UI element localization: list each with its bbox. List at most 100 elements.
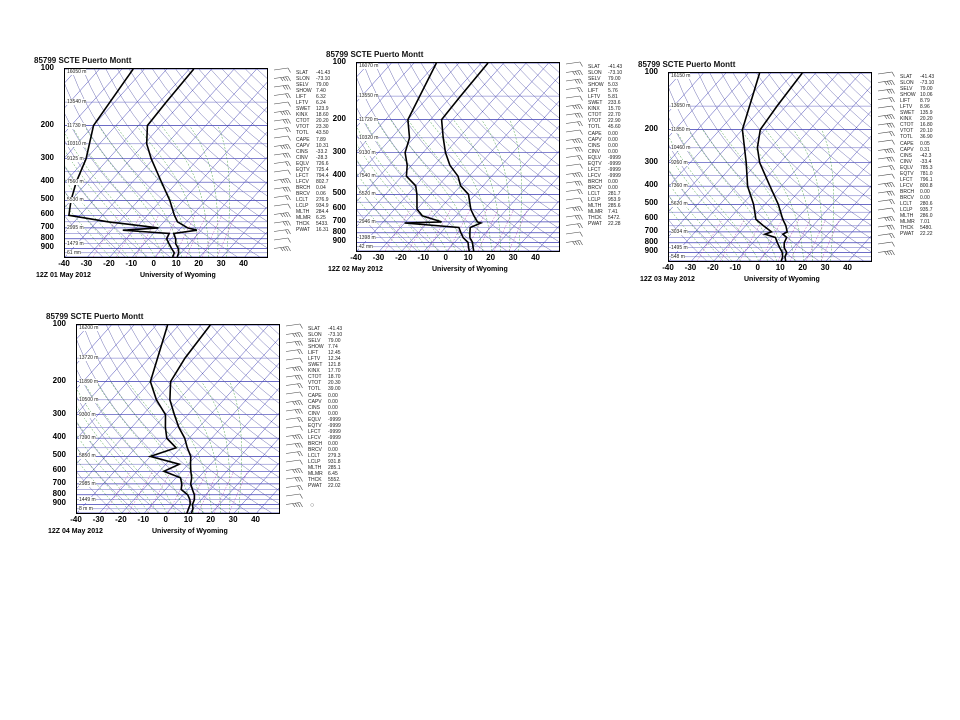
mixing-ratio-line: [408, 209, 433, 251]
observation-time: 12Z 01 May 2012: [36, 272, 91, 279]
stat-key: LFTV: [588, 94, 601, 101]
stat-row: LFCT 794.4: [296, 173, 330, 179]
moist-adiabat-line: [740, 129, 804, 261]
moist-adiabat-line: [65, 192, 120, 257]
stat-key: CTOT: [296, 118, 310, 125]
pressure-tick-label: 500: [332, 188, 346, 198]
dry-adiabat-line: [77, 422, 160, 513]
stat-row: CAPE 0.05: [900, 141, 934, 147]
dry-adiabat-line: [221, 69, 267, 113]
stat-key: MLMR: [308, 471, 323, 478]
moist-adiabat-line: [509, 119, 522, 251]
temperature-tick-label: 20: [194, 259, 204, 268]
height-label: 7540 m: [359, 173, 376, 180]
pressure-tick-label: 500: [40, 194, 54, 204]
stat-key: VTOT: [588, 118, 602, 125]
stat-value: -9999: [608, 166, 621, 173]
height-label: 11720 m: [359, 116, 379, 123]
skewt-plot: 16150 m 13650 m 11850 m 10460 m 9260 m 7360 m…: [668, 72, 872, 262]
wind-barb-icon: [877, 165, 895, 171]
wind-barb-icon: [285, 434, 303, 440]
stat-key: KINX: [900, 116, 912, 123]
pressure-tick-label: 200: [644, 123, 658, 133]
stat-row: SWET 233.6: [588, 100, 622, 106]
dry-adiabat-line: [65, 216, 103, 257]
dry-adiabat-line: [163, 69, 267, 172]
stat-row: PWAT 22.22: [900, 231, 934, 237]
height-label: 5850 m: [79, 453, 96, 460]
wind-barbs: [564, 60, 586, 252]
stat-value: 39.00: [328, 386, 341, 393]
stat-row: THCK 5480.: [900, 225, 934, 231]
wind-barb-icon: [273, 127, 291, 133]
stat-key: SLON: [308, 332, 322, 339]
dry-adiabat-line: [199, 325, 279, 404]
wind-barb-icon: [565, 70, 583, 76]
stat-row: CAPV 0.00: [588, 137, 622, 143]
stat-value: 0.00: [920, 194, 930, 201]
isotherm-line: [221, 206, 267, 257]
isotherm-line: [669, 73, 839, 261]
stat-key: SWET: [296, 106, 311, 113]
stat-key: LFCV: [900, 182, 913, 189]
stat-value: 279.3: [328, 452, 341, 459]
stat-value: -9999: [608, 172, 621, 179]
dry-adiabat-line: [187, 69, 267, 148]
stat-value: 0.00: [608, 136, 618, 143]
isotherm-line: [357, 63, 527, 251]
stat-row: LFCV -9999: [308, 435, 342, 441]
height-label: 42 m: [359, 244, 371, 250]
stat-row: THCK 5472.: [588, 215, 622, 221]
panel-title: 85799 SCTE Puerto Montt: [326, 50, 424, 59]
stat-key: CINS: [900, 152, 912, 159]
stat-row: SHOW 7.74: [308, 344, 342, 350]
wind-barb-icon: [565, 240, 583, 246]
stat-key: MLTH: [296, 209, 310, 216]
stat-row: EQLV -9999: [588, 155, 622, 161]
stat-row: LFCT -9999: [588, 167, 622, 173]
mixing-ratio-line: [135, 215, 159, 257]
mixing-ratio-line: [447, 209, 471, 251]
stat-key: LFCV: [296, 178, 309, 185]
height-label: 3034 m: [671, 228, 688, 235]
stat-value: 123.9: [316, 106, 329, 113]
wind-barb-icon: [877, 173, 895, 179]
stat-key: SHOW: [296, 88, 312, 95]
stat-key: TOTL: [308, 386, 321, 393]
stat-row: CAPE 0.00: [588, 131, 622, 137]
stat-key: CAPV: [900, 146, 914, 153]
wind-barb-icon: [273, 212, 291, 218]
height-label: 7560 m: [67, 179, 84, 186]
isotherm-line: [65, 69, 190, 208]
height-label: 1449 m: [79, 496, 96, 503]
dry-adiabat-line: [669, 220, 707, 261]
stat-key: CTOT: [900, 122, 914, 129]
stat-row: TOTL 43.50: [296, 130, 330, 136]
pressure-tick-label: 800: [40, 232, 54, 242]
stats-table: SLAT -41.43 SLON -73.10 SELV 79.00 SHOW 7.74 LIF…: [308, 326, 342, 489]
stat-key: EQLV: [900, 164, 913, 171]
mixing-ratio-line: [820, 219, 840, 261]
dry-adiabat-line: [65, 141, 171, 257]
moist-adiabat-line: [357, 173, 420, 251]
temperature-tick-label: -20: [707, 263, 719, 272]
temperature-tick-label: 10: [463, 253, 473, 262]
stat-value: 0.04: [316, 184, 326, 191]
pressure-tick-label: 300: [332, 146, 346, 156]
stat-row: LIFT 12.45: [308, 350, 342, 356]
stat-value: 284.4: [316, 209, 329, 216]
stat-value: 18.60: [316, 112, 329, 119]
stat-value: -41.43: [920, 74, 935, 80]
stat-key: SLAT: [296, 70, 309, 76]
isotherm-line: [803, 185, 871, 261]
mixing-ratio-line: [167, 471, 191, 513]
pressure-tick-label: 600: [644, 213, 658, 223]
temperature-tick-label: -30: [92, 515, 105, 524]
isotherm-line: [65, 69, 145, 158]
stat-key: KINX: [308, 368, 320, 375]
stat-value: 10.06: [920, 92, 933, 99]
stat-key: BRCV: [900, 194, 914, 201]
wind-barb-icon: [285, 408, 303, 414]
skewt-panel-2: 85799 SCTE Puerto Montt 16070 m 13550 m 11…: [320, 50, 622, 285]
stat-key: BRCV: [588, 184, 602, 191]
